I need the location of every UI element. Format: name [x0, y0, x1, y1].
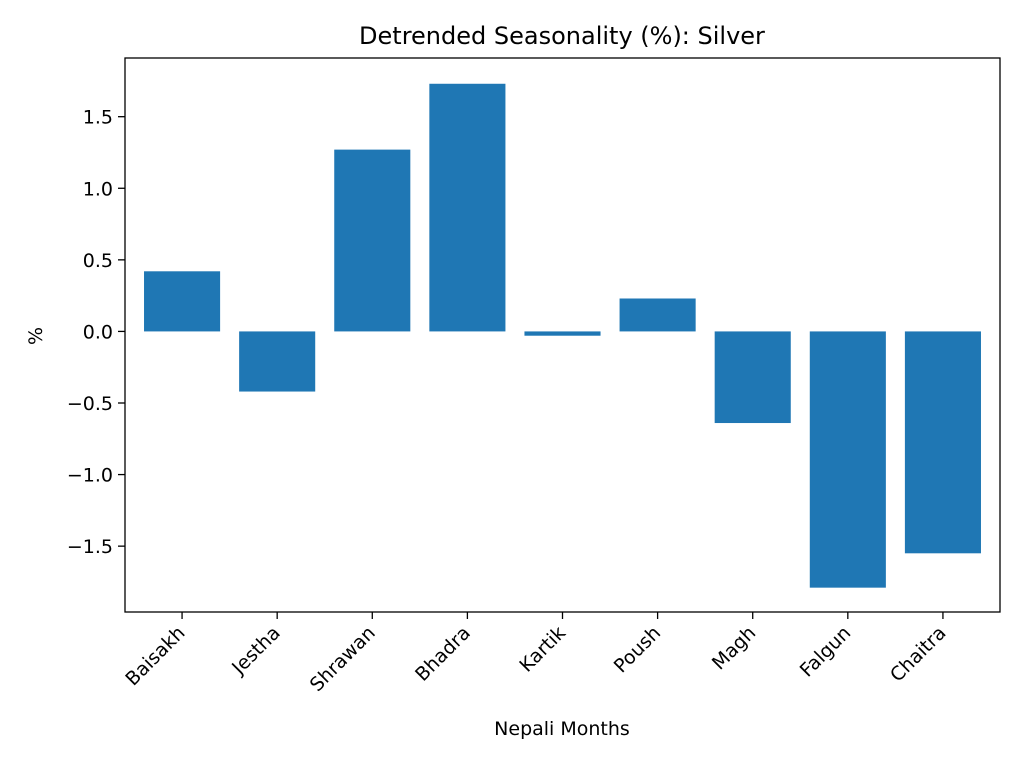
- chart-title: Detrended Seasonality (%): Silver: [359, 22, 765, 50]
- y-tick-label: 1.5: [83, 107, 113, 129]
- x-axis-label: Nepali Months: [494, 718, 630, 740]
- y-tick-label: −1.0: [67, 465, 113, 487]
- bar-kartik: [524, 331, 601, 336]
- bar-poush: [619, 298, 696, 332]
- bar-jestha: [239, 331, 316, 392]
- y-axis-label: %: [25, 327, 47, 345]
- y-axis: −1.5 −1.0 −0.5 0.0 0.5 1.0 1.5: [67, 107, 125, 558]
- bar-bhadra: [429, 83, 506, 332]
- y-tick-label: 1.0: [83, 178, 113, 200]
- y-tick-label: 0.5: [83, 250, 113, 272]
- y-tick-label: −0.5: [67, 393, 113, 415]
- y-tick-label: −1.5: [67, 536, 113, 558]
- bar-chaitra: [904, 331, 981, 554]
- y-tick-label: 0.0: [83, 321, 113, 343]
- bar-baisakh: [144, 271, 221, 332]
- bar-shrawan: [334, 149, 411, 332]
- bar-magh: [714, 331, 791, 424]
- bar-falgun: [809, 331, 886, 588]
- bars-layer: [144, 83, 981, 588]
